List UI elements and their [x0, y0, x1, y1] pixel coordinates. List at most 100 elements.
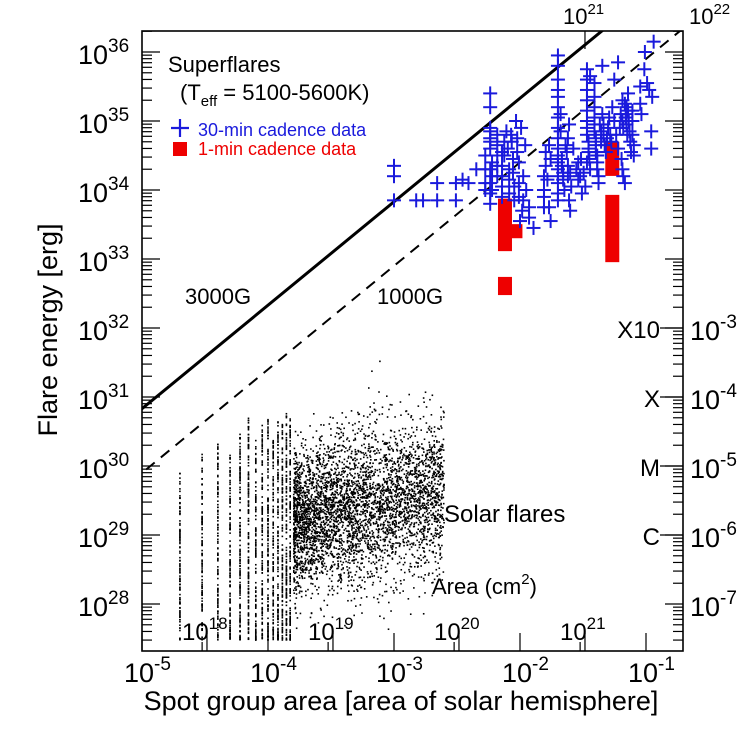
solar-flare-point: [393, 495, 396, 497]
solar-flare-point: [330, 509, 332, 511]
solar-flare-point: [371, 533, 374, 535]
solar-flare-point: [239, 544, 241, 547]
solar-flare-point: [201, 517, 203, 519]
solar-flare-point: [426, 431, 428, 434]
solar-flare-point: [376, 418, 378, 421]
solar-flare-point: [344, 509, 346, 512]
solar-flare-point: [404, 502, 407, 505]
solar-flare-point: [289, 554, 291, 556]
solar-flare-point: [281, 468, 284, 470]
solar-flare-point: [343, 498, 346, 500]
solar-flare-point: [327, 447, 330, 450]
solar-flare-point: [433, 430, 436, 433]
solar-flare-point: [277, 615, 279, 618]
solar-flare-point: [421, 462, 424, 465]
solar-flare-point: [348, 482, 350, 485]
solar-flare-point: [217, 626, 219, 629]
solar-flare-point: [247, 500, 250, 503]
solar-flare-point: [179, 539, 181, 542]
solar-flare-point: [386, 464, 388, 467]
solar-flare-point: [229, 458, 231, 460]
solar-flare-point: [322, 476, 325, 479]
solar-flare-point: [391, 522, 394, 524]
solar-flare-point: [239, 433, 241, 436]
solar-flare-point: [324, 526, 326, 529]
solar-flare-point: [335, 517, 337, 520]
solar-flare-point: [358, 545, 360, 548]
solar-flare-point: [353, 534, 355, 537]
solar-flare-point: [247, 621, 250, 623]
solar-flare-point: [383, 540, 386, 543]
solar-flare-point: [362, 520, 365, 522]
solar-flare-point: [312, 504, 315, 506]
solar-flare-point: [300, 473, 303, 475]
solar-flare-point: [261, 614, 264, 617]
solar-flare-point: [331, 565, 334, 568]
solar-flare-point: [293, 482, 296, 485]
solar-flare-point: [329, 533, 331, 536]
solar-flare-point: [277, 531, 279, 534]
solar-flare-point: [298, 529, 301, 532]
solar-flare-point: [306, 486, 308, 488]
solar-flare-point: [333, 483, 336, 485]
solar-flare-point: [281, 431, 284, 434]
solar-flare-point: [392, 531, 395, 533]
solar-flare-point: [407, 598, 410, 600]
solar-flare-point: [320, 525, 322, 527]
solar-flare-point: [415, 469, 418, 472]
solar-flare-point: [348, 511, 351, 513]
solar-flare-point: [360, 530, 363, 533]
solar-flare-point: [296, 473, 299, 475]
solar-flare-point: [277, 570, 279, 573]
solar-flare-point: [293, 458, 295, 460]
solar-flare-point: [332, 511, 334, 514]
solar-flare-point: [400, 448, 403, 451]
solar-flare-point: [306, 516, 309, 518]
solar-flare-point: [393, 516, 396, 519]
solar-flare-point: [341, 467, 344, 470]
solar-flare-point: [347, 590, 350, 593]
solar-flare-point: [427, 574, 430, 576]
solar-flare-point: [281, 577, 284, 579]
solar-flare-point: [374, 449, 376, 452]
solar-flare-point: [267, 529, 269, 531]
solar-flare-point: [254, 630, 257, 633]
solar-flare-point: [427, 477, 429, 480]
solar-flare-point: [303, 522, 306, 524]
solar-flare-point: [305, 541, 308, 544]
solar-flare-point: [373, 487, 376, 490]
solar-flare-point: [402, 524, 405, 527]
solar-flare-point: [338, 574, 340, 576]
solar-flare-point: [229, 568, 231, 571]
solar-flare-point: [394, 437, 397, 440]
solar-flare-point: [272, 637, 275, 639]
solar-flare-point: [293, 522, 295, 524]
solar-flare-point: [367, 472, 370, 474]
solar-flare-point: [254, 622, 257, 625]
solar-flare-point: [298, 551, 301, 553]
solar-flare-point: [422, 415, 425, 418]
solar-flare-point: [281, 639, 284, 641]
solar-flare-point: [323, 484, 326, 487]
solar-flare-point: [307, 522, 310, 525]
solar-flare-point: [295, 556, 298, 559]
solar-flare-point: [281, 566, 284, 569]
solar-flare-point: [342, 561, 345, 564]
solar-flare-point: [406, 511, 408, 514]
solar-flare-point: [293, 508, 295, 510]
solar-flare-point: [379, 505, 382, 508]
solar-flare-point: [289, 577, 291, 580]
solar-flare-point: [365, 518, 367, 521]
solar-flare-point: [430, 495, 432, 498]
solar-flare-point: [316, 568, 318, 571]
solar-flare-point: [337, 481, 339, 483]
solar-flare-point: [364, 512, 367, 515]
solar-flare-point: [438, 491, 440, 493]
solar-flare-point: [411, 510, 414, 512]
solar-flare-point: [337, 477, 340, 480]
solar-flare-point: [372, 490, 375, 493]
solar-flare-point: [435, 468, 437, 471]
solar-flare-point: [179, 483, 181, 485]
solar-flare-point: [435, 552, 438, 554]
solar-flare-point: [383, 523, 386, 526]
